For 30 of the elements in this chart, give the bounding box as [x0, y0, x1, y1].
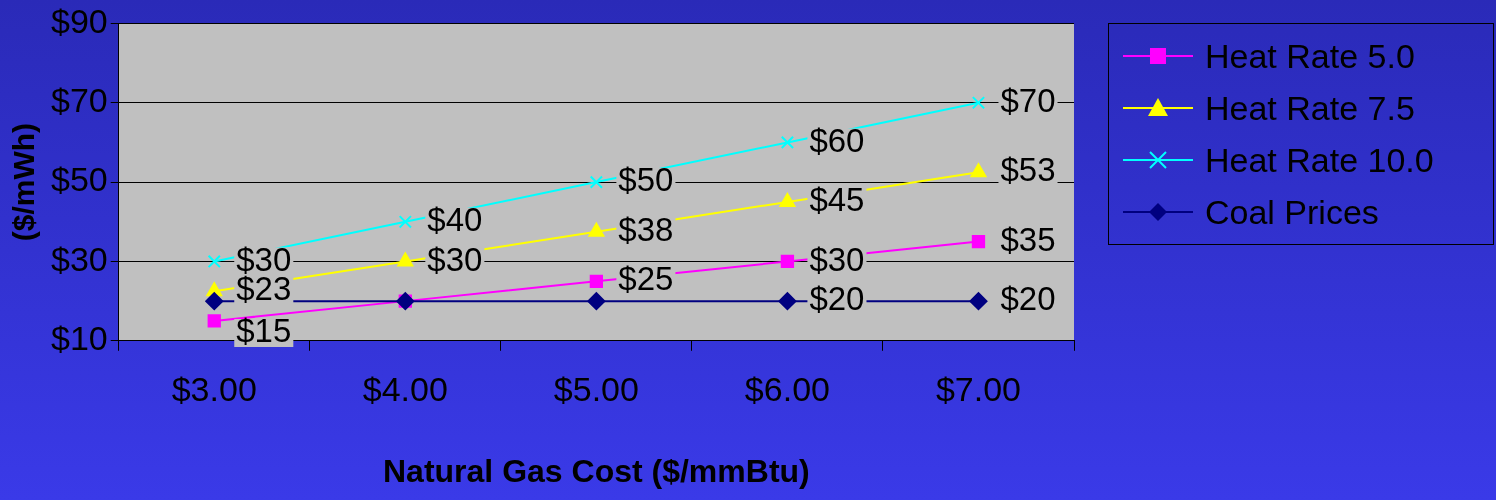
data-label: $20	[1000, 280, 1056, 318]
data-label: $50	[618, 161, 674, 199]
data-label: $35	[1000, 220, 1056, 258]
legend-label: Coal Prices	[1205, 192, 1379, 232]
x-tick-label: $7.00	[935, 369, 1022, 408]
data-label: $38	[618, 210, 674, 248]
y-axis-title: ($/mWh)	[7, 122, 41, 242]
x-tick-label: $6.00	[744, 369, 830, 408]
legend-label: Heat Rate 5.0	[1205, 36, 1415, 76]
data-label: $70	[1000, 81, 1056, 119]
data-label: $30	[809, 240, 865, 278]
data-label: $45	[809, 181, 865, 219]
data-label: $20	[809, 280, 865, 318]
x-tick-label: $4.00	[362, 369, 448, 408]
y-tick-label: $70	[50, 81, 108, 120]
data-label: $30	[427, 240, 483, 278]
data-label: $40	[427, 200, 483, 238]
data-label: $15	[236, 312, 292, 350]
x-tick-label: $3.00	[171, 369, 257, 408]
y-tick-label: $10	[50, 319, 108, 358]
y-tick-label: $90	[50, 1, 108, 40]
x-tick-label: $5.00	[553, 369, 639, 408]
legend-label: Heat Rate 7.5	[1205, 88, 1415, 128]
x-axis-title: Natural Gas Cost ($/mmBtu)	[383, 452, 810, 489]
data-label: $60	[809, 121, 865, 159]
y-tick-label: $50	[50, 160, 108, 199]
data-label: $53	[1000, 151, 1056, 189]
y-tick-label: $30	[50, 239, 108, 278]
data-label: $25	[618, 260, 674, 298]
legend-label: Heat Rate 10.0	[1205, 140, 1434, 180]
